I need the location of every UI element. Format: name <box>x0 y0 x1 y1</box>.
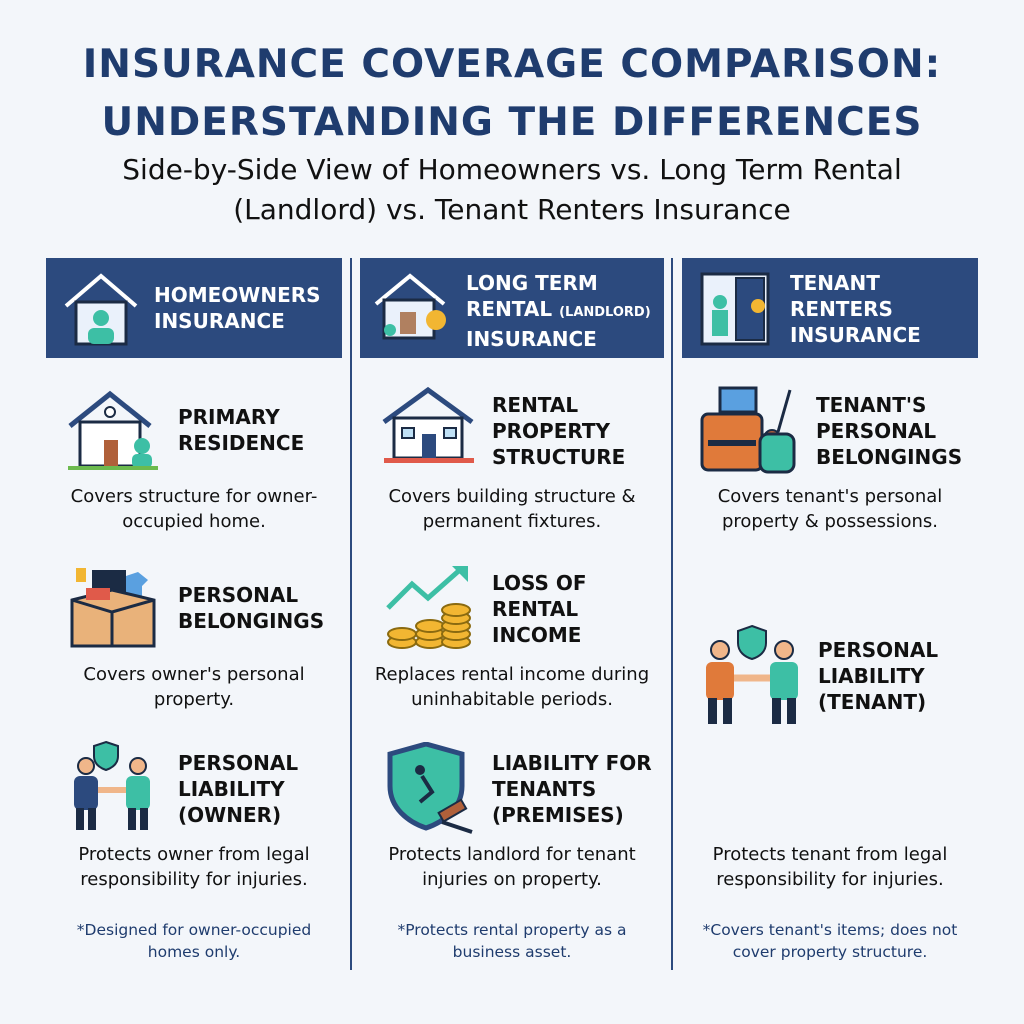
icon <box>74 740 150 830</box>
subtitle: (Landlord) vs. Tenant Renters Insurance <box>233 193 791 226</box>
text: RENTAL <box>466 297 553 321</box>
column-header: LONG TERM RENTAL (LANDLORD) INSURANCE <box>360 258 664 358</box>
item-heading: PERSONAL LIABILITY (TENANT) <box>818 638 939 714</box>
item-heading: PERSONAL LIABILITY (OWNER) <box>178 751 299 827</box>
text: INSURANCE <box>790 323 921 347</box>
item-description: Covers structure for owner-occupied home… <box>70 486 318 532</box>
text: INSURANCE <box>466 327 597 351</box>
item-description: Protects landlord for tenant injuries on… <box>388 844 636 890</box>
column-title: LONG TERM RENTAL (LANDLORD) INSURANCE <box>466 270 651 352</box>
text: RENTERS <box>790 297 893 321</box>
item-heading: TENANT'S PERSONAL BELONGINGS <box>816 393 963 469</box>
item-heading: PERSONAL BELONGINGS <box>178 583 325 633</box>
icon <box>706 624 798 724</box>
text: INSURANCE <box>154 309 285 333</box>
item-description: Covers building structure & permanent fi… <box>388 486 636 532</box>
icon <box>700 386 796 474</box>
footnote: *Covers tenant's items; does not cover p… <box>702 921 958 961</box>
item-heading: LIABILITY FOR TENANTS (PREMISES) <box>492 751 652 827</box>
column-title: TENANT RENTERS INSURANCE <box>790 270 921 348</box>
item-heading: RENTAL PROPERTY STRUCTURE <box>492 393 626 469</box>
column-title: HOMEOWNERS INSURANCE <box>154 282 321 334</box>
title: INSURANCE COVERAGE COMPARISON: <box>82 42 942 87</box>
title: UNDERSTANDING THE DIFFERENCES <box>101 100 923 145</box>
item-heading: LOSS OF RENTAL INCOME <box>492 571 587 647</box>
divider <box>671 258 673 970</box>
text: HOMEOWNERS <box>154 283 321 307</box>
icon <box>68 390 158 470</box>
icon <box>64 273 138 346</box>
text: LONG TERM <box>466 271 598 295</box>
item-description: Protects tenant from legal responsibilit… <box>712 844 948 890</box>
icon <box>387 742 473 834</box>
icon <box>382 386 474 463</box>
icon <box>386 566 471 649</box>
footnote: *Protects rental property as a business … <box>397 921 627 961</box>
subtitle: Side-by-Side View of Homeowners vs. Long… <box>122 153 902 186</box>
column-header: HOMEOWNERS INSURANCE <box>46 258 342 358</box>
icon <box>700 272 770 346</box>
item-heading: PRIMARY RESIDENCE <box>178 405 305 455</box>
item-description: Protects owner from legal responsibility… <box>78 844 310 890</box>
icon <box>374 273 446 340</box>
divider <box>350 258 352 970</box>
footnote: *Designed for owner-occupied homes only. <box>76 921 312 961</box>
item-description: Covers tenant's personal property & poss… <box>717 486 943 532</box>
item-description: Covers owner's personal property. <box>83 664 305 710</box>
text: (LANDLORD) <box>559 305 651 320</box>
icon <box>70 568 156 648</box>
text: TENANT <box>790 271 880 295</box>
column-header: TENANT RENTERS INSURANCE <box>682 258 978 358</box>
item-description: Replaces rental income during uninhabita… <box>374 664 650 710</box>
